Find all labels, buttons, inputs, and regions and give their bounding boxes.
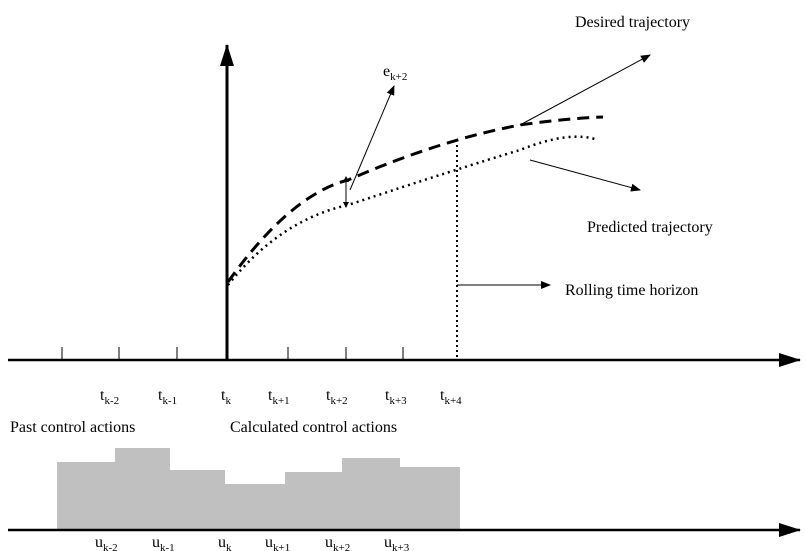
control-tick-label-sub: k-1 <box>160 542 175 551</box>
control-tick-label-sub: k+3 <box>392 542 410 551</box>
predicted-label: Predicted trajectory <box>587 219 713 236</box>
control-tick-label: uk+2 <box>325 534 350 551</box>
desired-curve <box>226 115 604 283</box>
time-tick-label-sub: k-1 <box>162 395 177 407</box>
time-tick-label: tk+4 <box>440 387 462 407</box>
control-tick-label: uk-1 <box>152 534 175 551</box>
control-tick-label-sub: k-2 <box>103 542 118 551</box>
control-tick-label-base: u <box>95 534 103 551</box>
control-tick-label-base: u <box>384 534 392 551</box>
time-tick-label-sub: k+3 <box>389 395 407 407</box>
time-tick-label-base: t <box>158 387 163 404</box>
time-tick-label: tk+3 <box>385 387 407 407</box>
control-tick-label-base: u <box>152 534 160 551</box>
control-tick-label-base: u <box>265 534 273 551</box>
time-tick-label-sub: k+1 <box>272 395 289 407</box>
error-label: ek+2 <box>383 63 407 83</box>
error-sub: k+2 <box>390 71 407 83</box>
tick-marks <box>61 347 404 360</box>
control-tick-label-base: u <box>325 534 333 551</box>
time-tick-label: tk+2 <box>326 387 348 407</box>
calculated-label: Calculated control actions <box>230 419 397 436</box>
time-tick-label-sub: k+4 <box>444 395 462 407</box>
time-tick-label: tk <box>221 387 231 407</box>
time-tick-label-base: t <box>100 387 105 404</box>
control-tick-label: uk-2 <box>95 534 118 551</box>
time-tick-label-base: t <box>440 387 445 404</box>
time-tick-label: tk-2 <box>100 387 119 407</box>
desired-label: Desired trajectory <box>575 14 690 31</box>
desired-pointer <box>519 54 651 126</box>
control-bars <box>57 448 460 530</box>
predicted-pointer <box>529 159 641 192</box>
time-tick-label-base: t <box>326 387 331 404</box>
horizon-label: Rolling time horizon <box>565 282 698 299</box>
control-tick-label: uk <box>218 534 232 551</box>
control-tick-label-sub: k <box>226 542 232 551</box>
past-label: Past control actions <box>10 419 135 436</box>
control-tick-label: uk+3 <box>384 534 410 551</box>
time-tick-label-sub: k-2 <box>104 395 119 407</box>
predicted-curve <box>227 135 599 286</box>
time-tick-label: tk-1 <box>158 387 177 407</box>
time-tick-label-sub: k <box>225 395 231 407</box>
control-tick-label: uk+1 <box>265 534 290 551</box>
error-base: e <box>383 63 390 80</box>
time-tick-label-sub: k+2 <box>330 395 347 407</box>
time-tick-label-base: t <box>221 387 226 404</box>
control-tick-label-base: u <box>218 534 226 551</box>
error-pointer <box>349 85 395 191</box>
time-tick-label-base: t <box>268 387 273 404</box>
control-tick-label-sub: k+1 <box>273 542 290 551</box>
control-tick-label-sub: k+2 <box>333 542 350 551</box>
time-tick-label-base: t <box>385 387 390 404</box>
time-tick-label: tk+1 <box>268 387 290 407</box>
